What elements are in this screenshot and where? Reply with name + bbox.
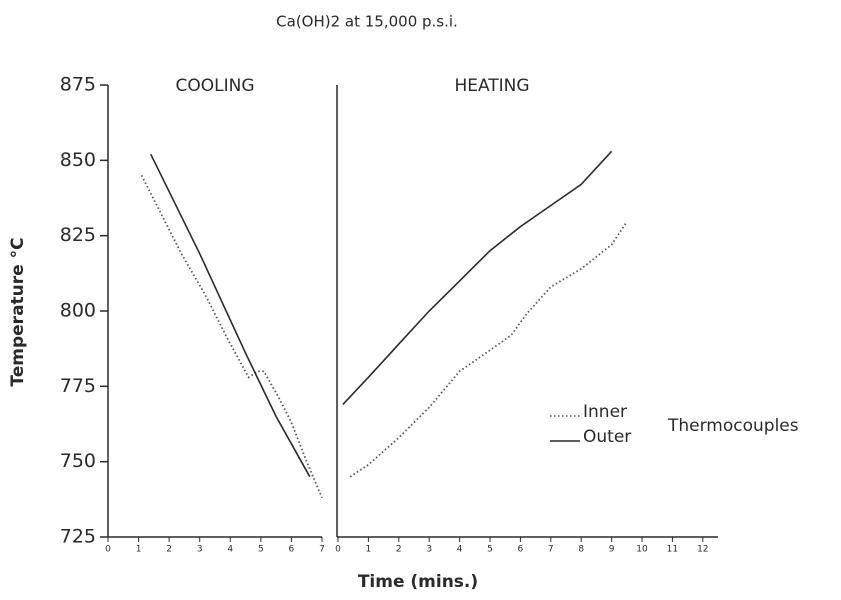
- chart-title: Ca(OH)2 at 15,000 p.s.i.: [276, 13, 458, 31]
- x-tick-label: 7: [319, 545, 325, 555]
- x-tick-label: 9: [609, 545, 615, 555]
- y-tick-label: 725: [60, 526, 96, 548]
- x-tick-label: 6: [289, 545, 295, 555]
- y-tick-label: 750: [60, 450, 96, 472]
- y-axis-label: Temperature °C: [8, 237, 28, 386]
- x-tick-label: 5: [258, 545, 264, 555]
- y-tick-label: 850: [60, 149, 96, 171]
- x-tick-label: 1: [136, 545, 142, 555]
- x-tick-label: 2: [396, 545, 402, 555]
- y-tick-label: 825: [60, 224, 96, 246]
- y-tick-label: 875: [60, 74, 96, 96]
- x-tick-label: 8: [578, 545, 584, 555]
- line: [140, 174, 323, 499]
- line: [342, 150, 613, 405]
- x-tick-label: 11: [667, 545, 678, 555]
- legend-label: Outer: [583, 427, 631, 447]
- x-tick-label: 0: [335, 545, 341, 555]
- x-axis-label: Time (mins.): [358, 572, 478, 592]
- x-tick-label: 2: [166, 545, 172, 555]
- x-tick-label: 4: [457, 545, 463, 555]
- panel-label: HEATING: [454, 76, 529, 96]
- annotation: Thermocouples: [667, 416, 799, 436]
- x-tick-label: 10: [636, 545, 648, 555]
- x-tick-label: 12: [697, 545, 708, 555]
- x-tick-label: 3: [426, 545, 432, 555]
- x-tick-label: 5: [487, 545, 493, 555]
- x-tick-label: 3: [197, 545, 203, 555]
- y-tick-label: 775: [60, 375, 96, 397]
- panel-label: COOLING: [175, 76, 254, 96]
- x-tick-label: 0: [105, 545, 111, 555]
- x-tick-label: 7: [548, 545, 554, 555]
- x-tick-label: 4: [227, 545, 233, 555]
- line: [150, 153, 311, 478]
- y-tick-label: 800: [60, 300, 96, 322]
- x-tick-label: 6: [518, 545, 524, 555]
- x-tick-label: 1: [366, 545, 372, 555]
- legend-label: Inner: [583, 402, 627, 422]
